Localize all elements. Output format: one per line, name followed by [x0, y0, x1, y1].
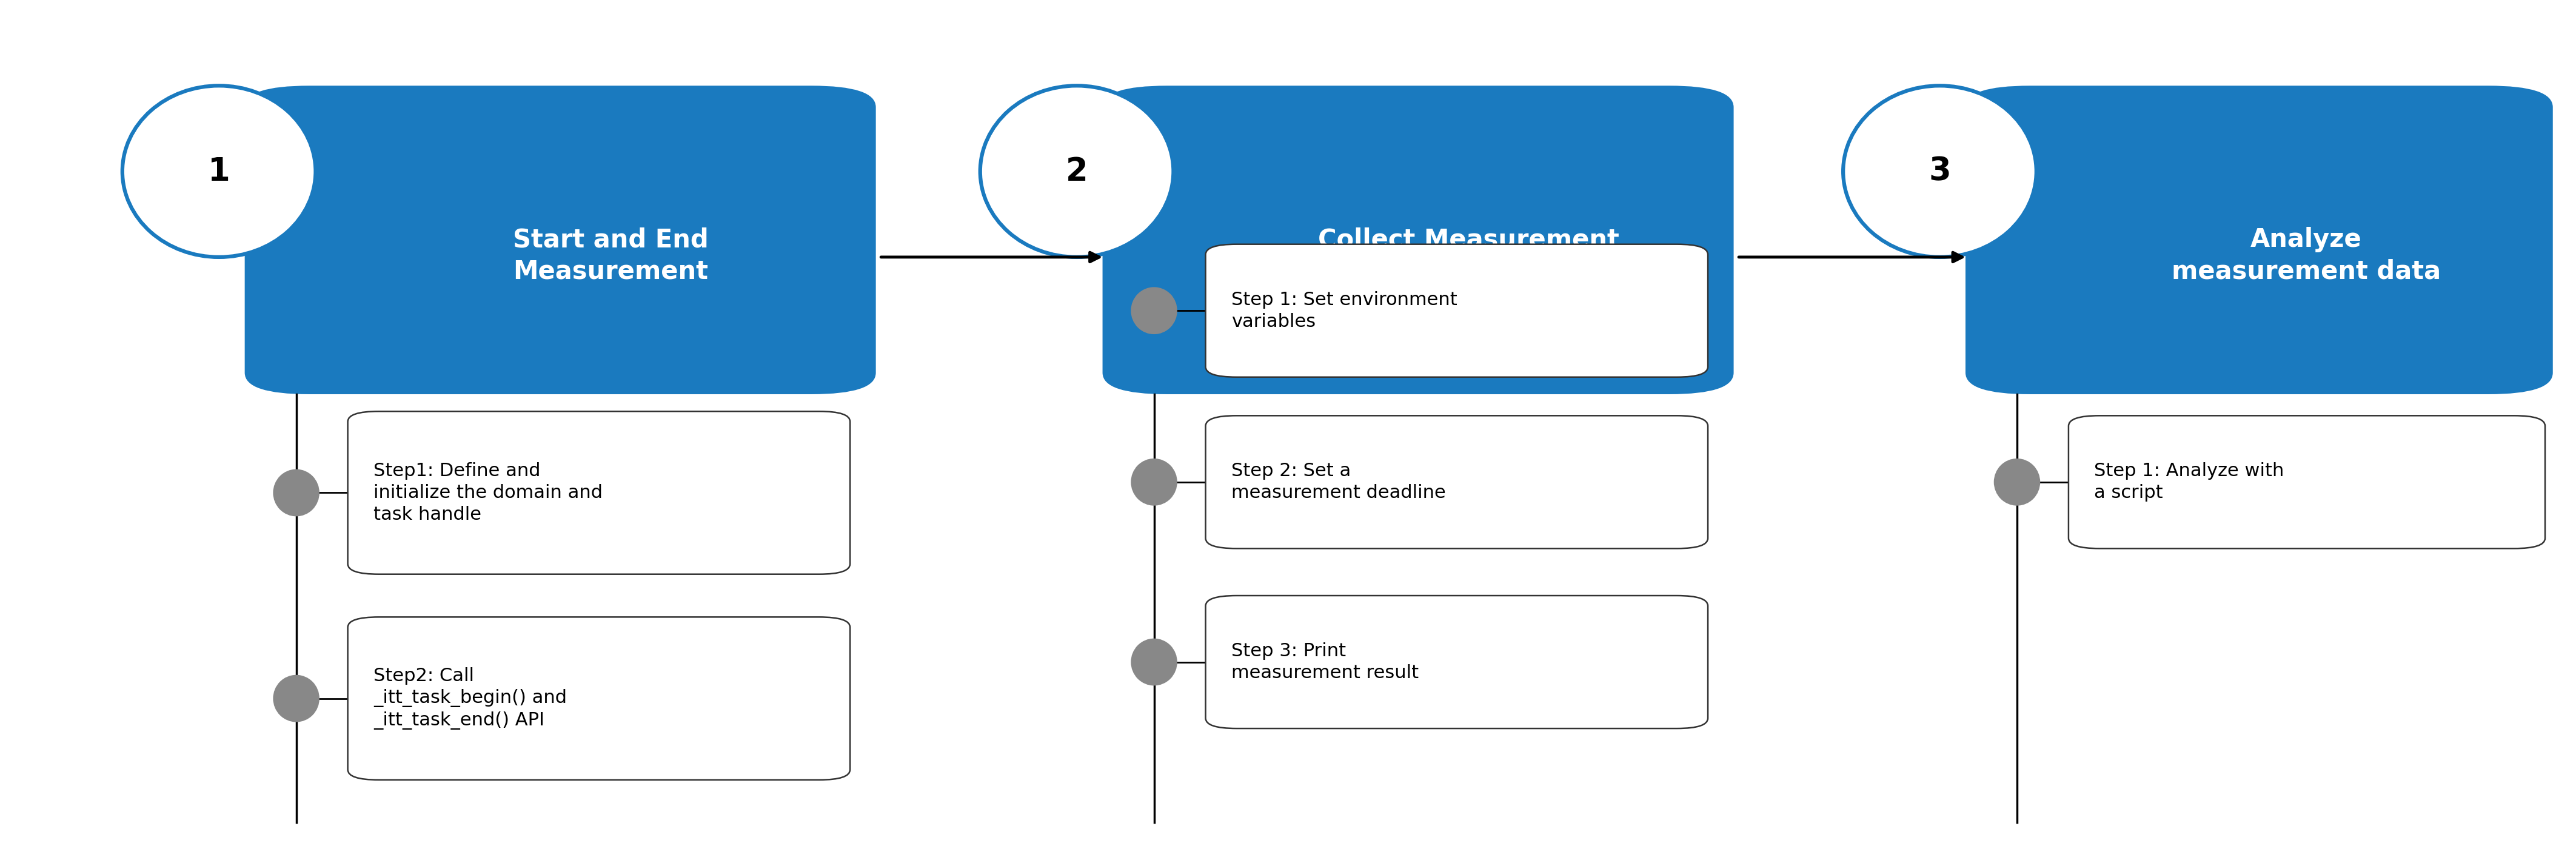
Ellipse shape: [1131, 458, 1177, 506]
FancyBboxPatch shape: [1103, 86, 1734, 394]
Ellipse shape: [1131, 638, 1177, 686]
FancyBboxPatch shape: [348, 411, 850, 574]
Text: Collect Measurement
Data in a File: Collect Measurement Data in a File: [1319, 227, 1620, 284]
Ellipse shape: [273, 469, 319, 516]
FancyBboxPatch shape: [348, 617, 850, 780]
FancyBboxPatch shape: [1206, 596, 1708, 728]
Ellipse shape: [121, 86, 317, 257]
Ellipse shape: [979, 86, 1172, 257]
Text: Step2: Call
_itt_task_begin() and
_itt_task_end() API: Step2: Call _itt_task_begin() and _itt_t…: [374, 668, 567, 729]
FancyBboxPatch shape: [1965, 86, 2553, 394]
Text: 1: 1: [209, 156, 229, 187]
Text: Step 1: Set environment
variables: Step 1: Set environment variables: [1231, 291, 1458, 330]
Ellipse shape: [1842, 86, 2038, 257]
Ellipse shape: [273, 675, 319, 722]
Text: Step1: Define and
initialize the domain and
task handle: Step1: Define and initialize the domain …: [374, 462, 603, 524]
Text: Step 1: Analyze with
a script: Step 1: Analyze with a script: [2094, 463, 2285, 501]
FancyBboxPatch shape: [1206, 416, 1708, 548]
Text: Start and End
Measurement: Start and End Measurement: [513, 227, 708, 284]
Text: 2: 2: [1066, 156, 1087, 187]
Text: 3: 3: [1929, 156, 1950, 187]
FancyBboxPatch shape: [245, 86, 876, 394]
Text: Step 2: Set a
measurement deadline: Step 2: Set a measurement deadline: [1231, 463, 1445, 501]
FancyBboxPatch shape: [2069, 416, 2545, 548]
FancyBboxPatch shape: [1206, 244, 1708, 377]
Text: Analyze
measurement data: Analyze measurement data: [2172, 227, 2442, 284]
Text: Step 3: Print
measurement result: Step 3: Print measurement result: [1231, 643, 1419, 681]
Ellipse shape: [1994, 458, 2040, 506]
Ellipse shape: [1131, 287, 1177, 334]
